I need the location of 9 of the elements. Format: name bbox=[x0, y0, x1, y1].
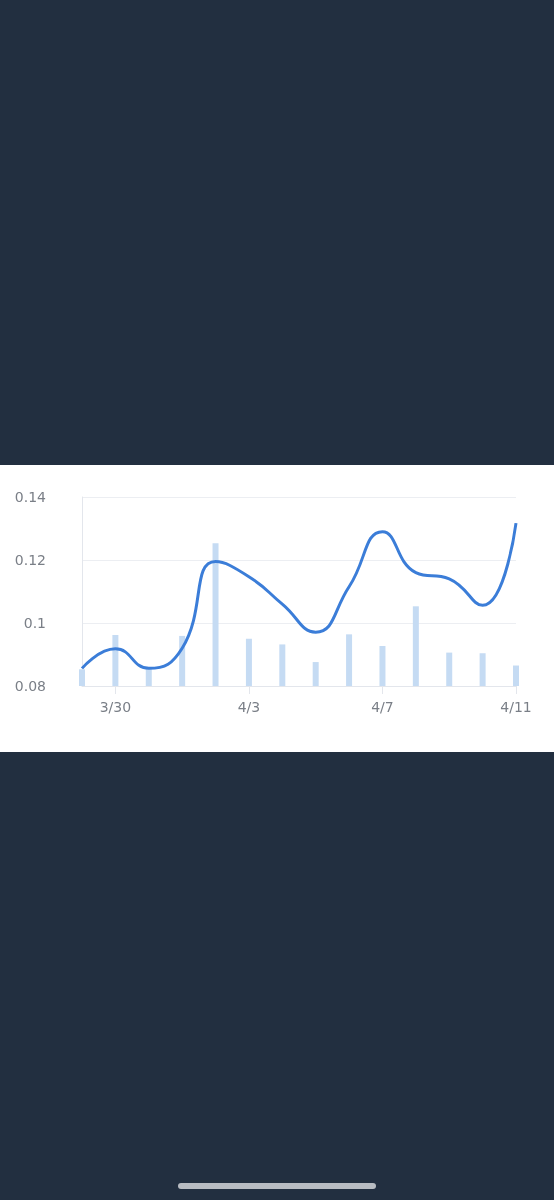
y-tick-label: 0.1 bbox=[23, 615, 46, 631]
line-series bbox=[80, 521, 518, 670]
y-tick-label: 0.12 bbox=[14, 552, 46, 568]
x-tick-label: 4/3 bbox=[237, 699, 261, 715]
y-tick-label: 0.14 bbox=[14, 489, 47, 505]
x-tick-label: 4/7 bbox=[371, 699, 394, 715]
x-tick-label: 4/11 bbox=[500, 699, 532, 715]
y-tick-label: 0.08 bbox=[14, 678, 46, 694]
x-tick-label: 3/30 bbox=[99, 699, 132, 715]
